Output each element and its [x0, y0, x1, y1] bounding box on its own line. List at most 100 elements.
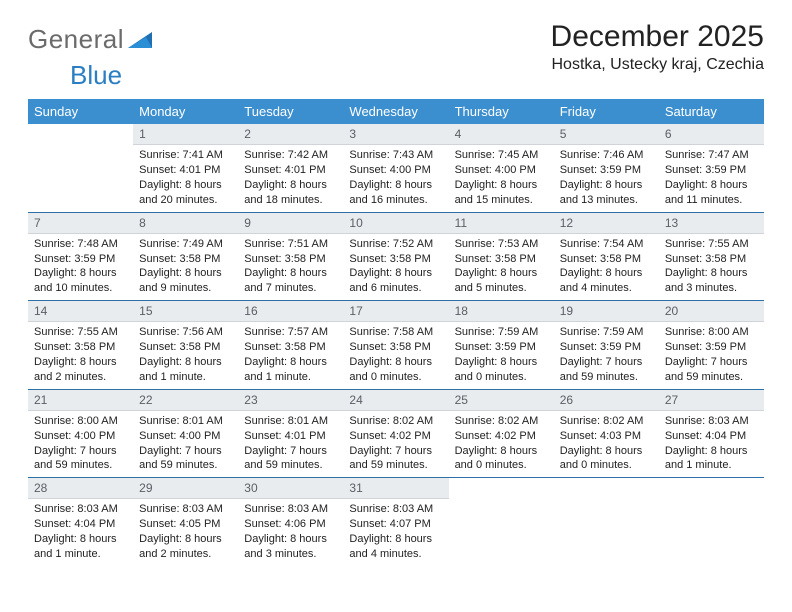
calendar-head: Sunday Monday Tuesday Wednesday Thursday… — [28, 99, 764, 124]
day-number: 2 — [238, 124, 343, 145]
daylight-text: Daylight: 7 hours and 59 minutes. — [139, 444, 232, 474]
day-number: 30 — [238, 478, 343, 499]
calendar-day-cell: 22Sunrise: 8:01 AMSunset: 4:00 PMDayligh… — [133, 389, 238, 478]
calendar-day-cell: 27Sunrise: 8:03 AMSunset: 4:04 PMDayligh… — [659, 389, 764, 478]
daylight-text: Daylight: 7 hours and 59 minutes. — [665, 355, 758, 385]
calendar-day-cell — [449, 478, 554, 566]
sunrise-text: Sunrise: 8:03 AM — [139, 502, 232, 517]
day-body: Sunrise: 8:03 AMSunset: 4:05 PMDaylight:… — [133, 499, 238, 565]
day-number: 28 — [28, 478, 133, 499]
day-body: Sunrise: 7:52 AMSunset: 3:58 PMDaylight:… — [343, 234, 448, 300]
day-body: Sunrise: 8:02 AMSunset: 4:02 PMDaylight:… — [343, 411, 448, 477]
sunset-text: Sunset: 4:00 PM — [139, 429, 232, 444]
day-number: 12 — [554, 213, 659, 234]
daylight-text: Daylight: 8 hours and 0 minutes. — [560, 444, 653, 474]
daylight-text: Daylight: 7 hours and 59 minutes. — [244, 444, 337, 474]
logo-triangle-icon — [128, 30, 154, 50]
day-number: 10 — [343, 213, 448, 234]
calendar-week-row: 1Sunrise: 7:41 AMSunset: 4:01 PMDaylight… — [28, 124, 764, 212]
brand-text-2: Blue — [70, 60, 122, 90]
day-number: 7 — [28, 213, 133, 234]
weekday-header: Sunday — [28, 99, 133, 124]
day-body: Sunrise: 8:01 AMSunset: 4:01 PMDaylight:… — [238, 411, 343, 477]
sunset-text: Sunset: 4:00 PM — [34, 429, 127, 444]
sunrise-text: Sunrise: 8:03 AM — [244, 502, 337, 517]
calendar-day-cell: 1Sunrise: 7:41 AMSunset: 4:01 PMDaylight… — [133, 124, 238, 212]
sunrise-text: Sunrise: 8:02 AM — [455, 414, 548, 429]
day-number: 31 — [343, 478, 448, 499]
calendar-day-cell: 14Sunrise: 7:55 AMSunset: 3:58 PMDayligh… — [28, 301, 133, 390]
calendar-day-cell: 24Sunrise: 8:02 AMSunset: 4:02 PMDayligh… — [343, 389, 448, 478]
sunset-text: Sunset: 3:59 PM — [665, 340, 758, 355]
sunrise-text: Sunrise: 8:02 AM — [349, 414, 442, 429]
day-body: Sunrise: 7:59 AMSunset: 3:59 PMDaylight:… — [554, 322, 659, 388]
calendar-day-cell: 21Sunrise: 8:00 AMSunset: 4:00 PMDayligh… — [28, 389, 133, 478]
sunset-text: Sunset: 4:07 PM — [349, 517, 442, 532]
daylight-text: Daylight: 8 hours and 4 minutes. — [349, 532, 442, 562]
sunset-text: Sunset: 3:59 PM — [34, 252, 127, 267]
day-number: 4 — [449, 124, 554, 145]
weekday-header: Wednesday — [343, 99, 448, 124]
sunrise-text: Sunrise: 7:46 AM — [560, 148, 653, 163]
sunset-text: Sunset: 3:58 PM — [244, 340, 337, 355]
calendar-day-cell — [659, 478, 764, 566]
calendar-day-cell: 4Sunrise: 7:45 AMSunset: 4:00 PMDaylight… — [449, 124, 554, 212]
calendar-day-cell: 2Sunrise: 7:42 AMSunset: 4:01 PMDaylight… — [238, 124, 343, 212]
daylight-text: Daylight: 8 hours and 20 minutes. — [139, 178, 232, 208]
sunrise-text: Sunrise: 7:42 AM — [244, 148, 337, 163]
calendar-day-cell: 20Sunrise: 8:00 AMSunset: 3:59 PMDayligh… — [659, 301, 764, 390]
daylight-text: Daylight: 8 hours and 6 minutes. — [349, 266, 442, 296]
calendar-day-cell: 5Sunrise: 7:46 AMSunset: 3:59 PMDaylight… — [554, 124, 659, 212]
day-body: Sunrise: 7:55 AMSunset: 3:58 PMDaylight:… — [659, 234, 764, 300]
sunrise-text: Sunrise: 7:55 AM — [665, 237, 758, 252]
day-body: Sunrise: 7:59 AMSunset: 3:59 PMDaylight:… — [449, 322, 554, 388]
calendar-day-cell: 16Sunrise: 7:57 AMSunset: 3:58 PMDayligh… — [238, 301, 343, 390]
weekday-header: Thursday — [449, 99, 554, 124]
sunrise-text: Sunrise: 7:47 AM — [665, 148, 758, 163]
weekday-header: Saturday — [659, 99, 764, 124]
daylight-text: Daylight: 7 hours and 59 minutes. — [34, 444, 127, 474]
daylight-text: Daylight: 8 hours and 13 minutes. — [560, 178, 653, 208]
daylight-text: Daylight: 8 hours and 4 minutes. — [560, 266, 653, 296]
daylight-text: Daylight: 7 hours and 59 minutes. — [349, 444, 442, 474]
day-body: Sunrise: 8:01 AMSunset: 4:00 PMDaylight:… — [133, 411, 238, 477]
daylight-text: Daylight: 8 hours and 2 minutes. — [139, 532, 232, 562]
weekday-header: Friday — [554, 99, 659, 124]
weekday-header: Tuesday — [238, 99, 343, 124]
sunset-text: Sunset: 3:58 PM — [139, 252, 232, 267]
sunset-text: Sunset: 4:02 PM — [455, 429, 548, 444]
sunrise-text: Sunrise: 7:54 AM — [560, 237, 653, 252]
day-number: 24 — [343, 390, 448, 411]
sunrise-text: Sunrise: 7:49 AM — [139, 237, 232, 252]
sunset-text: Sunset: 4:01 PM — [244, 163, 337, 178]
sunrise-text: Sunrise: 7:52 AM — [349, 237, 442, 252]
sunset-text: Sunset: 4:00 PM — [349, 163, 442, 178]
day-body: Sunrise: 7:46 AMSunset: 3:59 PMDaylight:… — [554, 145, 659, 211]
daylight-text: Daylight: 8 hours and 2 minutes. — [34, 355, 127, 385]
calendar-day-cell: 10Sunrise: 7:52 AMSunset: 3:58 PMDayligh… — [343, 212, 448, 301]
calendar-day-cell: 6Sunrise: 7:47 AMSunset: 3:59 PMDaylight… — [659, 124, 764, 212]
sunset-text: Sunset: 3:58 PM — [244, 252, 337, 267]
day-number: 29 — [133, 478, 238, 499]
calendar-day-cell: 30Sunrise: 8:03 AMSunset: 4:06 PMDayligh… — [238, 478, 343, 566]
day-number: 22 — [133, 390, 238, 411]
sunset-text: Sunset: 3:58 PM — [139, 340, 232, 355]
day-body: Sunrise: 7:54 AMSunset: 3:58 PMDaylight:… — [554, 234, 659, 300]
daylight-text: Daylight: 8 hours and 11 minutes. — [665, 178, 758, 208]
sunrise-text: Sunrise: 7:59 AM — [455, 325, 548, 340]
sunset-text: Sunset: 4:00 PM — [455, 163, 548, 178]
day-body: Sunrise: 7:55 AMSunset: 3:58 PMDaylight:… — [28, 322, 133, 388]
day-body: Sunrise: 7:47 AMSunset: 3:59 PMDaylight:… — [659, 145, 764, 211]
sunrise-text: Sunrise: 7:48 AM — [34, 237, 127, 252]
calendar-day-cell: 3Sunrise: 7:43 AMSunset: 4:00 PMDaylight… — [343, 124, 448, 212]
day-body: Sunrise: 7:48 AMSunset: 3:59 PMDaylight:… — [28, 234, 133, 300]
day-number: 6 — [659, 124, 764, 145]
calendar-week-row: 7Sunrise: 7:48 AMSunset: 3:59 PMDaylight… — [28, 212, 764, 301]
daylight-text: Daylight: 8 hours and 1 minute. — [139, 355, 232, 385]
sunset-text: Sunset: 3:59 PM — [665, 163, 758, 178]
calendar-day-cell: 31Sunrise: 8:03 AMSunset: 4:07 PMDayligh… — [343, 478, 448, 566]
daylight-text: Daylight: 8 hours and 3 minutes. — [665, 266, 758, 296]
sunset-text: Sunset: 3:59 PM — [560, 340, 653, 355]
daylight-text: Daylight: 8 hours and 10 minutes. — [34, 266, 127, 296]
calendar-day-cell: 7Sunrise: 7:48 AMSunset: 3:59 PMDaylight… — [28, 212, 133, 301]
